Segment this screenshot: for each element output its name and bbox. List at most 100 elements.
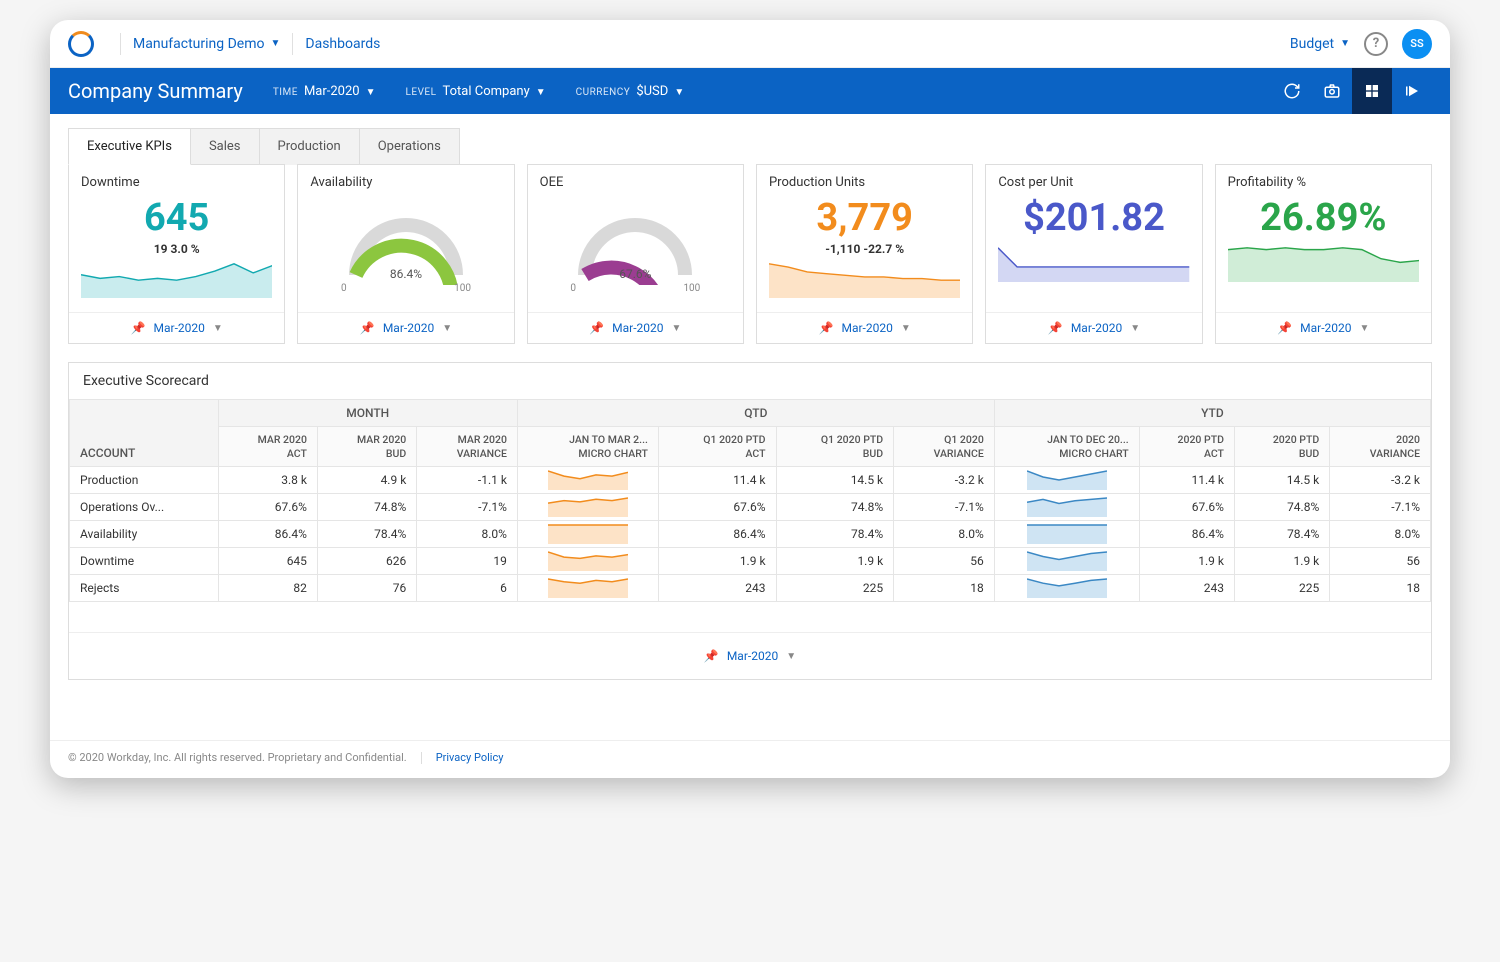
tab-sales[interactable]: Sales [190, 128, 260, 165]
chevron-down-icon: ▼ [786, 651, 796, 662]
account-cell: Rejects [70, 575, 219, 602]
data-cell: -7.1% [1330, 494, 1431, 521]
page-title: Company Summary [68, 79, 243, 103]
micro-chart-cell [517, 494, 658, 521]
kpi-gauge: 86.4% 0100 [310, 196, 501, 304]
chevron-down-icon: ▼ [213, 323, 223, 334]
kpi-card-production-units: Production Units3,779-1,110 -22.7 % 📌 Ma… [756, 164, 973, 344]
data-cell: 8.0% [417, 521, 518, 548]
kpi-sparkline [998, 246, 1189, 284]
kpi-card-oee: OEE 67.6% 0100 📌 Mar-2020 ▼ [527, 164, 744, 344]
data-cell: 86.4% [658, 521, 776, 548]
budget-dropdown[interactable]: Budget ▼ [1290, 36, 1350, 52]
kpi-value: 26.89% [1228, 196, 1419, 240]
data-cell: 74.8% [1234, 494, 1329, 521]
kpi-card-cost-per-unit: Cost per Unit$201.82 📌 Mar-2020 ▼ [985, 164, 1202, 344]
chevron-down-icon: ▼ [1340, 38, 1350, 49]
present-icon[interactable] [1392, 68, 1432, 114]
kpi-sparkline [81, 262, 272, 300]
data-cell: 1.9 k [1139, 548, 1234, 575]
breadcrumb-secondary[interactable]: Dashboards [305, 36, 380, 52]
data-cell: 74.8% [317, 494, 416, 521]
table-row: Availability86.4%78.4%8.0% 86.4%78.4%8.0… [70, 521, 1431, 548]
page-header: Company Summary TIME Mar-2020 ▼ LEVEL To… [50, 68, 1450, 114]
chevron-down-icon: ▼ [536, 87, 546, 98]
micro-chart-cell [517, 548, 658, 575]
filter-level[interactable]: LEVEL Total Company ▼ [406, 84, 546, 99]
pin-icon: 📌 [704, 649, 719, 663]
grid-view-icon[interactable] [1352, 68, 1392, 114]
filter-currency-value: $USD [636, 84, 668, 99]
data-cell: -7.1% [417, 494, 518, 521]
user-avatar[interactable]: SS [1402, 29, 1432, 59]
kpi-footer[interactable]: 📌 Mar-2020 ▼ [986, 312, 1201, 343]
scorecard: Executive Scorecard ACCOUNT MONTH QTD YT… [68, 362, 1432, 680]
kpi-footer[interactable]: 📌 Mar-2020 ▼ [528, 312, 743, 343]
micro-chart-cell [994, 575, 1139, 602]
kpi-footer-label: Mar-2020 [841, 321, 892, 335]
refresh-icon[interactable] [1272, 68, 1312, 114]
kpi-footer[interactable]: 📌 Mar-2020 ▼ [69, 312, 284, 343]
divider [120, 33, 121, 55]
data-cell: -3.2 k [894, 467, 995, 494]
data-cell: 243 [658, 575, 776, 602]
kpi-sparkline [769, 262, 960, 300]
breadcrumb-primary[interactable]: Manufacturing Demo ▼ [133, 36, 280, 52]
divider [421, 752, 422, 764]
account-cell: Availability [70, 521, 219, 548]
gauge-min: 0 [341, 283, 347, 294]
account-cell: Operations Ov... [70, 494, 219, 521]
privacy-policy-link[interactable]: Privacy Policy [436, 751, 504, 764]
kpi-sparkline [1228, 246, 1419, 284]
filter-currency[interactable]: CURRENCY $USD ▼ [576, 84, 685, 99]
tab-operations[interactable]: Operations [359, 128, 460, 165]
filter-level-value: Total Company [443, 84, 530, 99]
breadcrumb-primary-label: Manufacturing Demo [133, 36, 264, 52]
data-cell: 67.6% [218, 494, 317, 521]
kpi-footer[interactable]: 📌 Mar-2020 ▼ [298, 312, 513, 343]
tab-production[interactable]: Production [259, 128, 360, 165]
pin-icon: 📌 [1048, 321, 1063, 335]
data-cell: 4.9 k [317, 467, 416, 494]
data-cell: 225 [776, 575, 894, 602]
tabs: Executive KPIsSalesProductionOperations [50, 128, 1450, 165]
chevron-down-icon: ▼ [1360, 323, 1370, 334]
chevron-down-icon: ▼ [442, 323, 452, 334]
tab-executive-kpis[interactable]: Executive KPIs [68, 128, 191, 165]
gauge-value: 67.6% [619, 267, 651, 281]
filter-time-label: TIME [273, 87, 298, 98]
copyright-text: © 2020 Workday, Inc. All rights reserved… [68, 751, 407, 764]
account-cell: Production [70, 467, 219, 494]
pin-icon: 📌 [589, 321, 604, 335]
divider [292, 33, 293, 55]
help-icon[interactable]: ? [1364, 32, 1388, 56]
scorecard-footer[interactable]: 📌 Mar-2020 ▼ [69, 632, 1431, 679]
data-cell: 18 [894, 575, 995, 602]
camera-icon[interactable] [1312, 68, 1352, 114]
filter-currency-label: CURRENCY [576, 87, 631, 98]
chevron-down-icon: ▼ [366, 87, 376, 98]
gauge-max: 100 [683, 283, 700, 294]
filter-time[interactable]: TIME Mar-2020 ▼ [273, 84, 376, 99]
kpi-title: Availability [310, 175, 501, 190]
kpi-footer-label: Mar-2020 [154, 321, 205, 335]
data-cell: -7.1% [894, 494, 995, 521]
data-cell: 1.9 k [1234, 548, 1329, 575]
account-cell: Downtime [70, 548, 219, 575]
kpi-title: OEE [540, 175, 731, 190]
gauge-max: 100 [454, 283, 471, 294]
kpi-footer-label: Mar-2020 [612, 321, 663, 335]
kpi-value: 3,779 [769, 196, 960, 240]
chevron-down-icon: ▼ [901, 323, 911, 334]
data-cell: 1.9 k [776, 548, 894, 575]
pin-icon: 📌 [1277, 321, 1292, 335]
kpi-footer[interactable]: 📌 Mar-2020 ▼ [757, 312, 972, 343]
kpi-footer[interactable]: 📌 Mar-2020 ▼ [1216, 312, 1431, 343]
micro-chart-cell [994, 521, 1139, 548]
data-cell: 78.4% [317, 521, 416, 548]
micro-chart-cell [517, 575, 658, 602]
micro-chart-cell [994, 494, 1139, 521]
workday-logo-icon [68, 31, 94, 57]
kpi-title: Production Units [769, 175, 960, 190]
kpi-row: Downtime64519 3.0 % 📌 Mar-2020 ▼ Availab… [50, 164, 1450, 344]
